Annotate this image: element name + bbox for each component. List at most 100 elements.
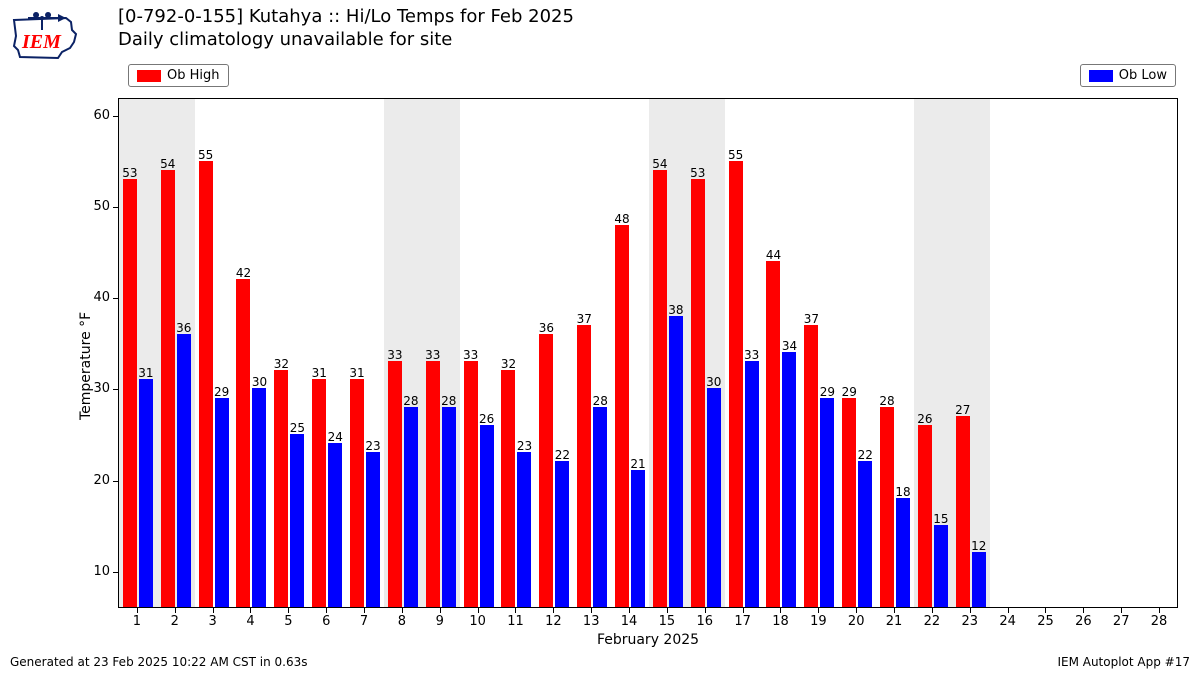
x-axis-label: February 2025 [597,632,699,648]
bar-high [653,170,667,607]
bar-low-label: 26 [479,412,494,426]
bar-high [312,379,326,607]
x-tick [250,608,251,613]
title-line-1: [0-792-0-155] Kutahya :: Hi/Lo Temps for… [118,6,574,29]
bar-high-label: 32 [274,357,289,371]
x-tick-label: 9 [436,614,444,629]
x-tick-label: 12 [545,614,562,629]
x-tick-label: 13 [583,614,600,629]
x-tick [591,608,592,613]
bar-low [139,379,153,607]
iem-logo: IEM [8,8,88,63]
x-tick-label: 23 [962,614,979,629]
bar-low [215,398,229,607]
x-tick [213,608,214,613]
bar-high [691,179,705,607]
x-tick-label: 26 [1075,614,1092,629]
bar-high [464,361,478,607]
bar-low-label: 29 [214,385,229,399]
bar-low [858,461,872,607]
bar-low-label: 23 [365,439,380,453]
footer-right: IEM Autoplot App #17 [1057,655,1190,669]
legend-low-swatch [1089,70,1113,82]
x-tick-label: 7 [360,614,368,629]
x-tick-label: 6 [322,614,330,629]
legend-high-label: Ob High [167,68,220,83]
bar-low-label: 36 [176,321,191,335]
x-tick-label: 10 [469,614,486,629]
x-tick [553,608,554,613]
x-tick [932,608,933,613]
bar-high [539,334,553,607]
bar-low [480,425,494,607]
bar-high-label: 37 [577,312,592,326]
x-tick [364,608,365,613]
bar-high-label: 27 [955,403,970,417]
bar-high-label: 53 [690,166,705,180]
bar-low-label: 22 [555,448,570,462]
y-tick [113,116,118,117]
x-tick [629,608,630,613]
bar-low [745,361,759,607]
x-tick [780,608,781,613]
bar-high [161,170,175,607]
x-tick-label: 11 [507,614,524,629]
x-tick [705,608,706,613]
bar-high-label: 36 [539,321,554,335]
x-tick [175,608,176,613]
y-tick-label: 30 [90,381,110,396]
y-tick-label: 50 [90,199,110,214]
bar-high-label: 33 [387,348,402,362]
bar-low-label: 21 [630,457,645,471]
bar-high [501,370,515,607]
bar-high [766,261,780,607]
bar-high-label: 32 [501,357,516,371]
x-tick [970,608,971,613]
bar-low [669,316,683,607]
bar-low [442,407,456,607]
bar-high-label: 33 [425,348,440,362]
bar-low-label: 18 [895,485,910,499]
bar-high-label: 54 [652,157,667,171]
bar-low [631,470,645,607]
bar-low-label: 30 [706,375,721,389]
bar-high [842,398,856,607]
bar-high [577,325,591,607]
bar-high [729,161,743,607]
bar-high-label: 55 [728,148,743,162]
x-tick [478,608,479,613]
bar-low-label: 12 [971,539,986,553]
bar-low [896,498,910,607]
bar-low-label: 15 [933,512,948,526]
x-tick [743,608,744,613]
x-tick [402,608,403,613]
bar-low [934,525,948,607]
x-tick-label: 3 [209,614,217,629]
x-tick [288,608,289,613]
y-axis-label: Temperature °F [78,312,94,420]
x-tick [667,608,668,613]
bar-high [918,425,932,607]
bar-high-label: 54 [160,157,175,171]
legend-high: Ob High [128,64,229,87]
bar-low-label: 34 [782,339,797,353]
x-tick [137,608,138,613]
bar-low-label: 31 [138,366,153,380]
bar-high [426,361,440,607]
bar-high-label: 42 [236,266,251,280]
bar-low-label: 28 [441,394,456,408]
x-tick-label: 8 [398,614,406,629]
y-tick-label: 10 [90,564,110,579]
bar-low [555,461,569,607]
bar-low-label: 30 [252,375,267,389]
chart-title: [0-792-0-155] Kutahya :: Hi/Lo Temps for… [118,6,574,51]
bar-high-label: 28 [879,394,894,408]
bar-low [328,443,342,607]
x-tick [440,608,441,613]
bar-low [517,452,531,607]
bar-high [956,416,970,607]
y-tick [113,389,118,390]
x-tick [1121,608,1122,613]
y-tick-label: 60 [90,108,110,123]
bar-high-label: 33 [463,348,478,362]
